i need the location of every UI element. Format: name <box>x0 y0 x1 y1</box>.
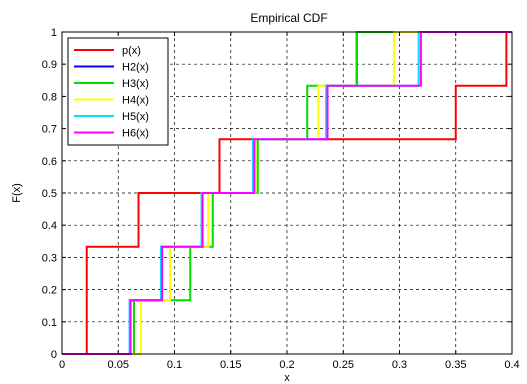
x-tick-labels: 0 0.05 0.1 0.15 0.2 0.25 0.3 0.35 0.4 <box>59 359 520 371</box>
y-tick-label: 0 <box>51 349 57 361</box>
y-axis-title: F(x) <box>11 183 23 203</box>
y-tick-label: 0.2 <box>42 285 57 297</box>
chart-title: Empirical CDF <box>250 11 327 25</box>
legend-label: H3(x) <box>122 78 149 90</box>
legend-label: H2(x) <box>122 62 149 74</box>
x-tick-label: 0 <box>59 359 65 371</box>
axis-ticks <box>61 31 513 355</box>
y-tick-label: 0.9 <box>42 59 57 71</box>
x-tick-label: 0.25 <box>333 359 354 371</box>
legend-label: H5(x) <box>122 111 149 123</box>
y-tick-labels: 0 0.1 0.2 0.3 0.4 0.5 0.6 0.7 0.8 0.9 1 <box>42 27 57 361</box>
y-tick-label: 0.6 <box>42 156 57 168</box>
x-tick-label: 0.15 <box>220 359 241 371</box>
x-tick-label: 0.05 <box>108 359 129 371</box>
y-tick-label: 1 <box>51 27 57 39</box>
x-tick-label: 0.4 <box>504 359 519 371</box>
x-tick-label: 0.1 <box>167 359 182 371</box>
y-tick-label: 0.7 <box>42 124 57 136</box>
y-tick-label: 0.1 <box>42 317 57 329</box>
legend-label: H6(x) <box>122 128 149 140</box>
y-tick-label: 0.4 <box>42 220 57 232</box>
series-line-p-x <box>62 31 512 355</box>
legend-items: p(x) H2(x) H3(x) H4(x) H5(x) H6(x) <box>74 45 149 140</box>
y-tick-label: 0.5 <box>42 188 57 200</box>
series-line-h6-x <box>62 31 512 355</box>
y-tick-label: 0.3 <box>42 252 57 264</box>
legend: p(x) H2(x) H3(x) H4(x) H5(x) H6(x) <box>67 37 169 146</box>
legend-label: H4(x) <box>122 95 149 107</box>
x-axis-title: x <box>284 372 290 384</box>
x-tick-label: 0.3 <box>392 359 407 371</box>
x-tick-label: 0.35 <box>445 359 466 371</box>
y-tick-label: 0.8 <box>42 91 57 103</box>
series-lines <box>62 31 512 355</box>
legend-label: p(x) <box>122 45 141 57</box>
legend-box <box>67 37 169 146</box>
x-tick-label: 0.2 <box>279 359 294 371</box>
